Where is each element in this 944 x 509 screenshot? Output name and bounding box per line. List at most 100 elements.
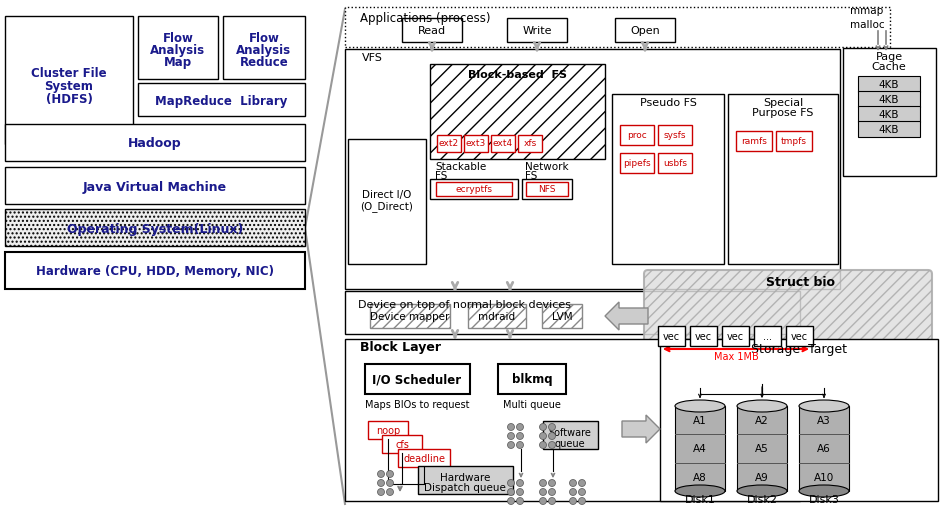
Text: Network: Network (525, 162, 568, 172)
Circle shape (508, 489, 514, 496)
Circle shape (516, 497, 524, 504)
Text: A5: A5 (755, 444, 768, 454)
FancyBboxPatch shape (348, 140, 426, 265)
Text: Struct bio: Struct bio (766, 276, 834, 289)
Text: vec: vec (663, 331, 680, 342)
Circle shape (540, 497, 547, 504)
Text: VFS: VFS (362, 53, 383, 63)
Text: Storage  Target: Storage Target (751, 343, 847, 356)
FancyBboxPatch shape (464, 136, 488, 153)
FancyBboxPatch shape (436, 183, 512, 196)
FancyBboxPatch shape (786, 326, 813, 346)
Circle shape (540, 442, 547, 448)
Text: A3: A3 (818, 415, 831, 426)
Text: 4KB: 4KB (879, 95, 900, 105)
FancyBboxPatch shape (728, 95, 838, 265)
Circle shape (508, 423, 514, 431)
Text: cfs: cfs (395, 439, 409, 449)
Text: LVM: LVM (551, 312, 572, 321)
Text: FS: FS (525, 171, 537, 181)
FancyBboxPatch shape (437, 136, 461, 153)
Text: noop: noop (376, 425, 400, 435)
Text: blkmq: blkmq (512, 373, 552, 386)
FancyBboxPatch shape (675, 406, 725, 491)
FancyBboxPatch shape (660, 340, 938, 501)
FancyBboxPatch shape (754, 326, 781, 346)
Text: Block Layer: Block Layer (360, 341, 441, 354)
FancyBboxPatch shape (402, 19, 462, 43)
Text: proc: proc (627, 131, 647, 140)
FancyBboxPatch shape (722, 326, 749, 346)
Text: I/O Scheduler: I/O Scheduler (373, 373, 462, 386)
Text: Open: Open (631, 26, 660, 36)
Text: pipefs: pipefs (623, 159, 650, 168)
Text: (HDFS): (HDFS) (45, 92, 93, 105)
FancyBboxPatch shape (858, 92, 920, 108)
FancyBboxPatch shape (345, 292, 800, 334)
Text: vec: vec (727, 331, 744, 342)
Text: ...: ... (763, 331, 771, 342)
Text: sysfs: sysfs (664, 131, 686, 140)
FancyBboxPatch shape (658, 126, 692, 146)
Text: A4: A4 (693, 444, 707, 454)
Ellipse shape (675, 400, 725, 412)
Text: A8: A8 (693, 472, 707, 482)
Text: Page: Page (875, 52, 902, 62)
Polygon shape (605, 302, 648, 330)
Text: mmap: mmap (850, 6, 884, 16)
Ellipse shape (799, 485, 849, 497)
Text: Read: Read (418, 26, 447, 36)
FancyBboxPatch shape (365, 364, 470, 394)
Text: Stackable: Stackable (435, 162, 486, 172)
Text: Pseudo FS: Pseudo FS (640, 98, 697, 108)
Text: Maps BIOs to request: Maps BIOs to request (364, 399, 469, 409)
FancyBboxPatch shape (491, 136, 515, 153)
Text: malloc: malloc (850, 20, 885, 30)
FancyBboxPatch shape (370, 304, 450, 328)
Text: tmpfs: tmpfs (781, 137, 807, 146)
FancyBboxPatch shape (612, 95, 724, 265)
FancyBboxPatch shape (543, 421, 598, 449)
FancyBboxPatch shape (468, 304, 526, 328)
Text: Map: Map (164, 55, 192, 68)
Ellipse shape (737, 400, 787, 412)
Text: Reduce: Reduce (240, 55, 288, 68)
Circle shape (579, 479, 585, 487)
FancyBboxPatch shape (776, 132, 812, 152)
Text: Operating System(Linux): Operating System(Linux) (67, 222, 244, 235)
FancyBboxPatch shape (690, 326, 717, 346)
Circle shape (386, 471, 394, 477)
Circle shape (548, 442, 555, 448)
FancyBboxPatch shape (658, 326, 685, 346)
FancyBboxPatch shape (522, 180, 572, 200)
Circle shape (540, 489, 547, 496)
Circle shape (548, 479, 555, 487)
Circle shape (508, 497, 514, 504)
Text: Hadoop: Hadoop (128, 137, 182, 150)
Ellipse shape (737, 485, 787, 497)
FancyBboxPatch shape (736, 132, 772, 152)
FancyBboxPatch shape (615, 19, 675, 43)
Circle shape (516, 433, 524, 440)
Polygon shape (622, 415, 660, 443)
Text: System: System (44, 79, 93, 92)
Text: A10: A10 (814, 472, 834, 482)
Text: NFS: NFS (538, 185, 556, 194)
FancyBboxPatch shape (5, 167, 305, 205)
FancyBboxPatch shape (138, 84, 305, 117)
Ellipse shape (675, 485, 725, 497)
Text: MapReduce  Library: MapReduce Library (155, 94, 287, 107)
Circle shape (579, 489, 585, 496)
FancyBboxPatch shape (138, 17, 218, 80)
Circle shape (386, 489, 394, 496)
FancyBboxPatch shape (345, 340, 800, 501)
Text: A9: A9 (755, 472, 768, 482)
FancyBboxPatch shape (858, 122, 920, 138)
Text: Hardware: Hardware (440, 472, 490, 482)
Circle shape (516, 489, 524, 496)
Text: FS: FS (435, 171, 447, 181)
Text: A1: A1 (693, 415, 707, 426)
Circle shape (569, 489, 577, 496)
FancyBboxPatch shape (620, 154, 654, 174)
Text: vec: vec (695, 331, 712, 342)
